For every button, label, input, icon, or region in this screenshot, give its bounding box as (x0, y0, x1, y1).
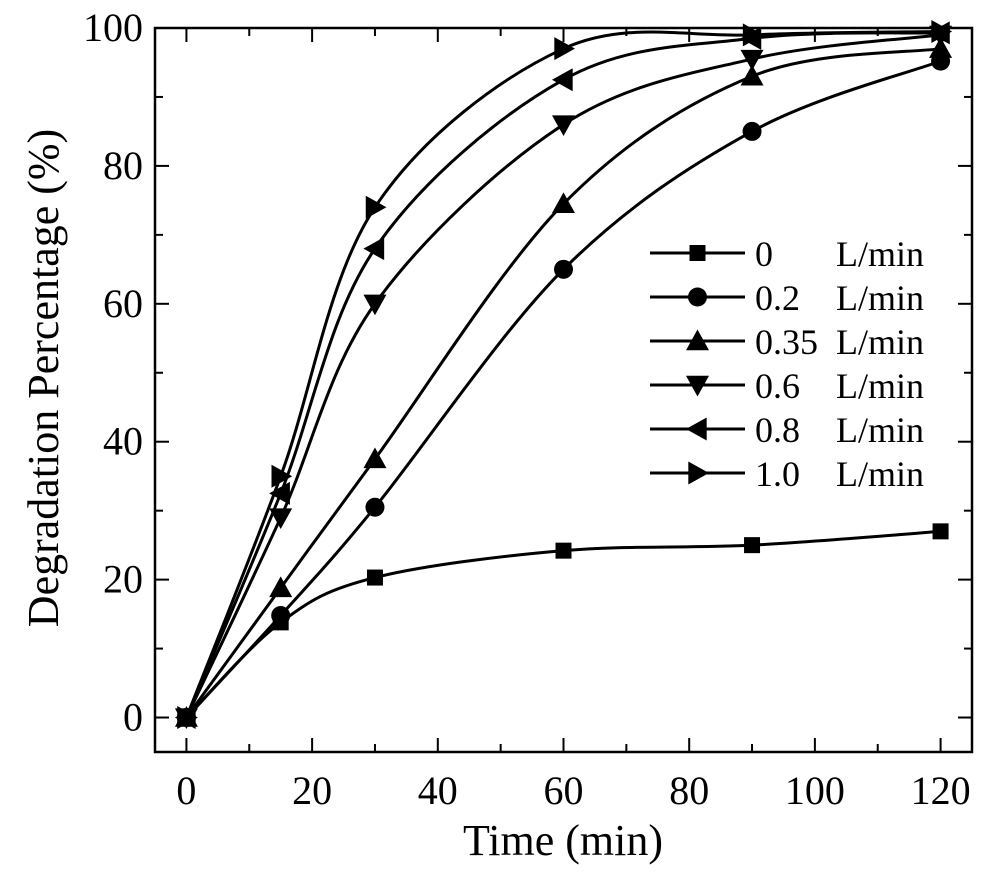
data-point-triangle-up (929, 37, 953, 58)
legend-unit: L/min (836, 278, 924, 318)
series-line (185, 47, 941, 719)
legend-value: 0.8 (755, 410, 800, 450)
data-point-triangle-right (271, 464, 293, 488)
legend-marker-triangle-right (688, 461, 709, 485)
legend-value: 1.0 (755, 454, 800, 494)
data-point-circle (742, 121, 762, 141)
series-line (185, 529, 941, 719)
y-axis-title: Degradation Percentage (%) (19, 129, 68, 627)
y-tick-label: 80 (103, 143, 143, 188)
data-point-triangle-down (552, 115, 575, 137)
data-point-triangle-down (363, 294, 387, 316)
data-point-triangle-right (742, 23, 764, 47)
legend-unit: L/min (836, 410, 924, 450)
data-point-triangle-left (363, 237, 385, 261)
data-point-square (744, 537, 761, 554)
data-point-triangle-right (365, 195, 387, 219)
legend-entry: 1.0 L/min (650, 454, 924, 494)
legend-marker-triangle-left (686, 417, 707, 441)
legend-marker-triangle-up (686, 329, 709, 351)
legend-marker-square (689, 245, 706, 261)
data-point-triangle-up (363, 447, 387, 469)
series-1-0 (177, 19, 953, 730)
legend-unit: L/min (836, 454, 924, 494)
legend-marker-circle (688, 287, 707, 307)
data-point-circle (365, 497, 385, 517)
legend-value: 0 (755, 234, 773, 274)
series-0-2 (176, 51, 951, 728)
data-point-circle (554, 259, 573, 279)
data-point-square (932, 523, 949, 540)
y-tick-label: 20 (103, 557, 143, 602)
data-point-triangle-left (552, 68, 573, 92)
x-tick-label: 20 (292, 768, 332, 813)
x-axis-title: Time (min) (463, 816, 663, 865)
x-tick-label: 100 (785, 768, 845, 813)
series-0-6 (174, 25, 953, 730)
y-tick-label: 60 (103, 281, 143, 326)
legend-value: 0.6 (755, 366, 800, 406)
series-0 (178, 523, 949, 726)
series-line (185, 33, 941, 719)
legend-entry: 0.6 L/min (650, 366, 924, 406)
x-tick-label: 40 (418, 768, 458, 813)
data-point-triangle-up (552, 192, 575, 214)
data-point-triangle-down (269, 508, 293, 530)
data-point-triangle-right (931, 19, 953, 43)
y-tick-label: 0 (123, 695, 143, 740)
legend-entry: 0.35 L/min (650, 322, 924, 362)
data-point-triangle-right (177, 706, 198, 730)
x-tick-label: 0 (176, 768, 196, 813)
data-point-triangle-right (554, 37, 575, 61)
data-point-triangle-left (269, 481, 290, 505)
legend-value: 0.2 (755, 278, 800, 318)
legend-marker-triangle-down (686, 375, 709, 397)
data-point-square (366, 569, 383, 586)
legend-value: 0.35 (755, 322, 818, 362)
series-layer (174, 19, 953, 730)
data-point-triangle-down (740, 49, 764, 71)
y-tick-label: 40 (103, 419, 143, 464)
y-tick-label: 100 (83, 5, 143, 50)
legend-entry: 0.2 L/min (650, 278, 924, 318)
data-point-circle (271, 605, 291, 625)
series-line (185, 59, 942, 719)
x-tick-label: 80 (669, 768, 709, 813)
legend-entry: 0.8 L/min (650, 410, 924, 450)
legend-unit: L/min (836, 366, 924, 406)
legend-entry: 0 L/min (650, 234, 924, 274)
x-tick-label: 60 (544, 768, 584, 813)
x-tick-label: 120 (911, 768, 971, 813)
legend-unit: L/min (836, 234, 924, 274)
axes-layer: 0 20 40 60 80 100 120 0 20 40 60 80 100 (83, 5, 974, 813)
legend-unit: L/min (836, 322, 924, 362)
data-point-triangle-up (269, 576, 293, 598)
data-point-square (555, 542, 572, 559)
data-point-triangle-up (740, 64, 764, 86)
